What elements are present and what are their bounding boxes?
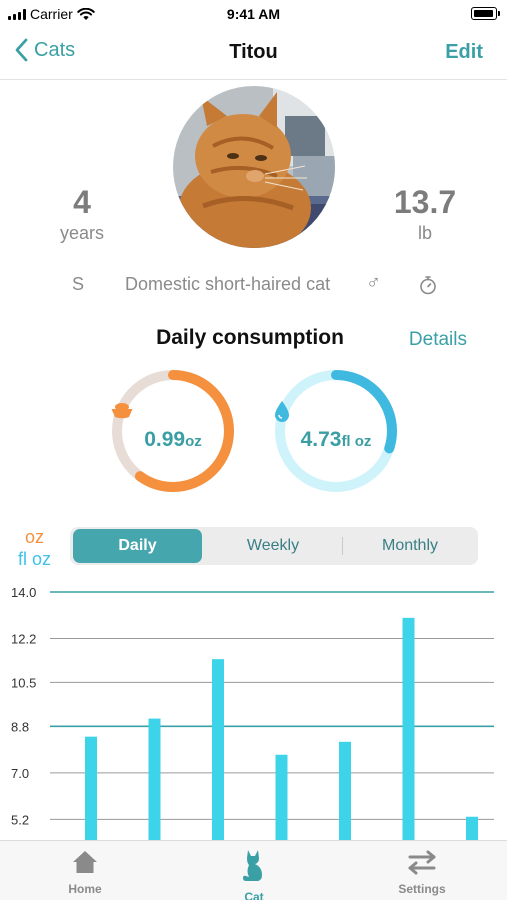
chart-bar[interactable]	[148, 718, 161, 840]
status-bar: Carrier 9:41 AM	[0, 0, 507, 28]
food-unit: oz	[185, 433, 202, 450]
water-progress-arc	[275, 370, 397, 492]
age-value: 4	[73, 184, 91, 220]
tab-settings-label: Settings	[398, 882, 446, 896]
segment-daily[interactable]: Daily	[73, 529, 202, 563]
chevron-left-icon	[15, 38, 28, 62]
sex-symbol: ♂	[366, 272, 381, 294]
battery-icon	[471, 7, 500, 20]
food-amount: 0.99oz	[110, 428, 236, 452]
units-legend: oz fl oz	[18, 526, 51, 570]
settings-sliders-icon	[408, 850, 436, 875]
tab-cat[interactable]: Cat	[194, 849, 314, 900]
wifi-icon	[77, 7, 95, 20]
chart-bar[interactable]	[85, 736, 97, 840]
weight-value: 13.7	[393, 184, 457, 220]
weight-stat: 13.7 lb	[380, 184, 470, 244]
y-tick-label: 7.0	[11, 766, 29, 781]
tab-home[interactable]: Home	[25, 849, 145, 896]
page-title: Titou	[229, 41, 278, 63]
tab-home-label: Home	[68, 882, 102, 896]
section-title: Daily consumption	[156, 326, 344, 349]
status-time: 9:41 AM	[226, 6, 281, 22]
carrier-label: Carrier	[30, 6, 73, 22]
food-progress-arc	[112, 370, 234, 492]
chart-bar[interactable]	[275, 754, 288, 840]
chart-bar[interactable]	[402, 617, 415, 840]
size-label: S	[72, 274, 85, 294]
status-left: Carrier	[8, 6, 95, 22]
chart-bar[interactable]	[466, 816, 478, 840]
tab-settings[interactable]: Settings	[362, 849, 482, 896]
water-unit-legend: fl oz	[18, 549, 52, 569]
weight-unit: lb	[417, 223, 432, 243]
back-button[interactable]: Cats	[14, 38, 75, 62]
tab-bar: Home Cat Settings	[0, 840, 507, 900]
age-stat: 4 years	[42, 184, 122, 244]
signal-icon	[8, 8, 26, 20]
navigation-bar: Cats Titou Edit	[0, 28, 507, 80]
back-label: Cats	[34, 38, 76, 61]
y-tick-label: 8.8	[11, 719, 29, 734]
water-ring[interactable]: 4.73fl oz	[273, 368, 399, 494]
cat-avatar[interactable]	[173, 86, 335, 248]
details-link[interactable]: Details	[408, 329, 467, 350]
consumption-bar-chart: 14.0 12.2 10.5 8.8 7.0 5.2	[11, 585, 494, 840]
cat-icon	[243, 850, 262, 881]
segment-monthly[interactable]: Monthly	[381, 537, 439, 554]
home-icon	[73, 851, 97, 873]
chart-bar[interactable]	[212, 659, 224, 840]
y-tick-label: 12.2	[11, 632, 36, 647]
y-tick-label: 10.5	[11, 675, 36, 690]
neutered-stopwatch-icon	[419, 275, 437, 300]
segment-divider	[342, 537, 343, 555]
water-unit: fl oz	[341, 433, 372, 450]
food-ring[interactable]: 0.99oz	[110, 368, 236, 494]
food-unit-legend: oz	[25, 527, 45, 547]
cat-photo	[173, 86, 335, 248]
period-segmented-control: Daily Weekly Monthly	[70, 527, 478, 565]
y-tick-label: 5.2	[11, 812, 29, 827]
water-value: 4.73	[300, 428, 342, 451]
age-unit: years	[59, 223, 104, 243]
chart-bar[interactable]	[339, 741, 351, 840]
edit-button[interactable]: Edit	[445, 41, 483, 63]
tab-cat-label: Cat	[244, 890, 264, 900]
cat-info-row: S Domestic short-haired cat ♂	[0, 272, 507, 298]
water-amount: 4.73fl oz	[273, 428, 399, 452]
breed-label: Domestic short-haired cat	[125, 274, 331, 294]
y-tick-label: 14.0	[11, 585, 36, 600]
segment-weekly[interactable]: Weekly	[246, 537, 300, 554]
food-value: 0.99	[144, 428, 186, 451]
